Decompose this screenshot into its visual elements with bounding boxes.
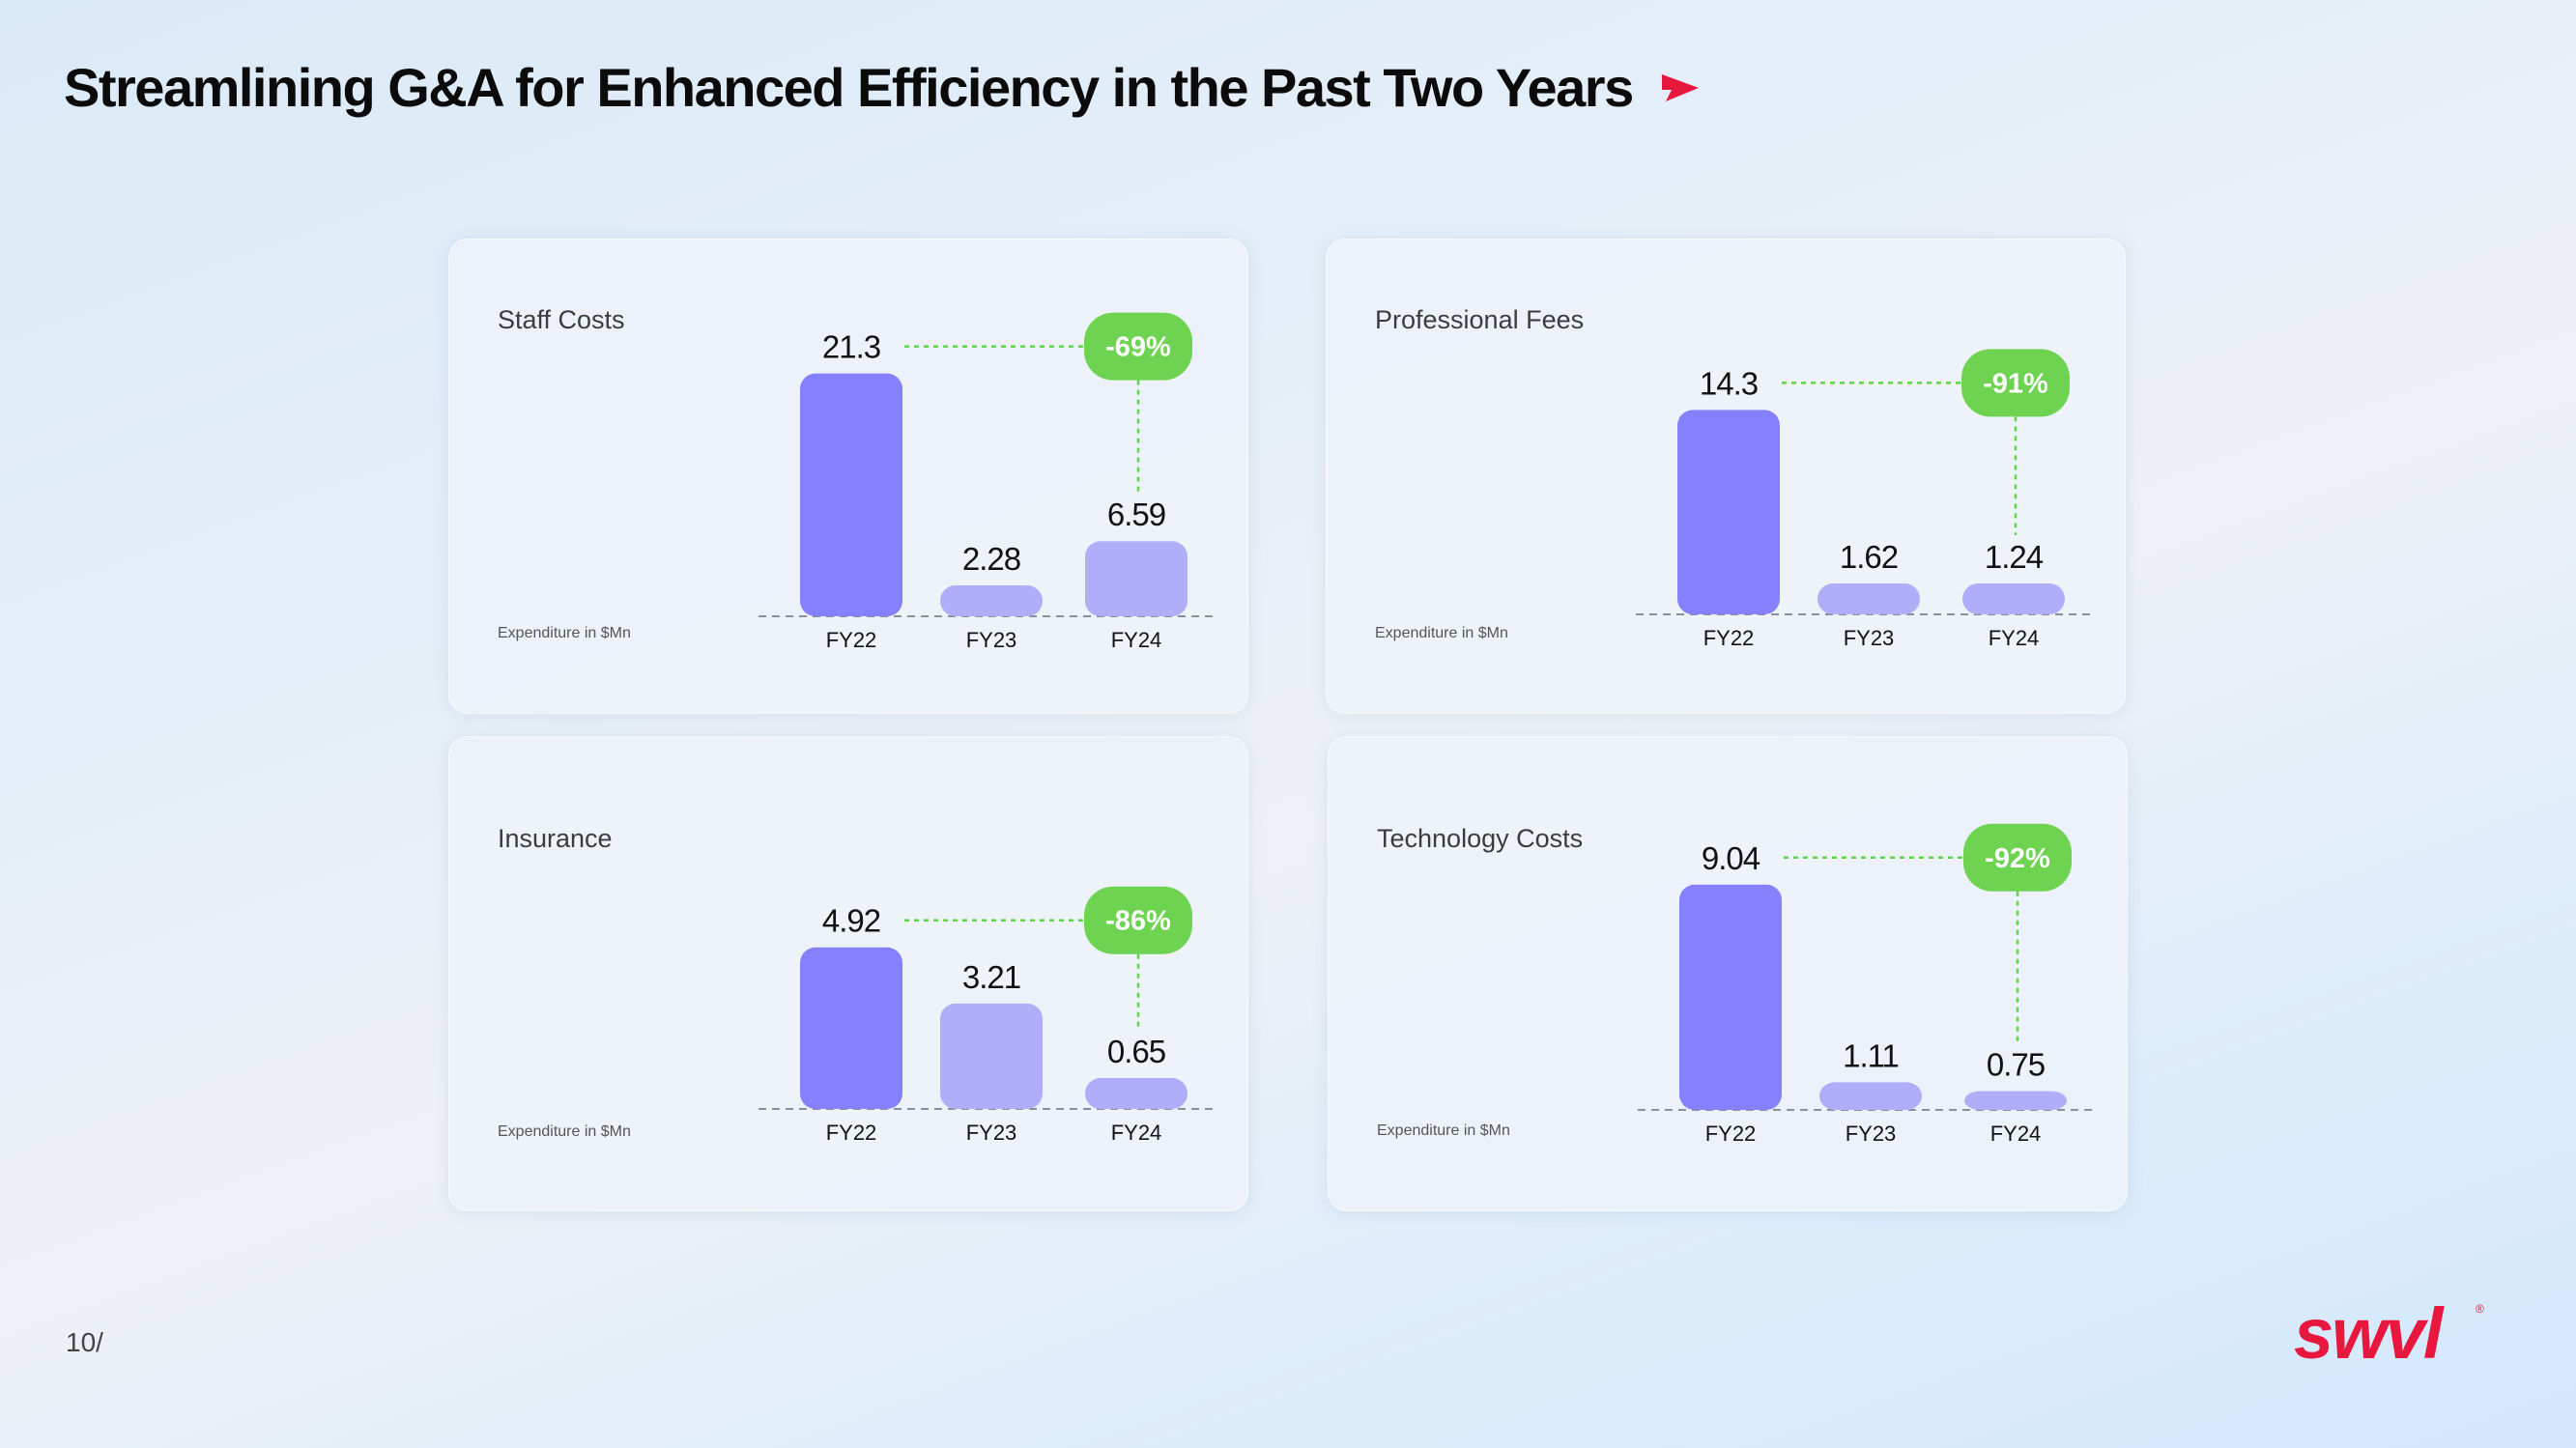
bar-fy24 — [1964, 1091, 2067, 1110]
value-label: 1.24 — [1985, 539, 2044, 575]
bar-fy24 — [1085, 541, 1188, 616]
bar-fy23 — [940, 1003, 1043, 1109]
staff-costs-chart: 21.3 FY22 2.28 FY23 6.59 FY24 -69% — [758, 312, 1218, 652]
category-label: FY23 — [1844, 626, 1895, 650]
bar-fy23 — [1818, 583, 1920, 614]
bar-fy23 — [940, 585, 1043, 616]
category-label: FY23 — [1846, 1121, 1897, 1146]
change-label: -92% — [1985, 843, 2050, 874]
value-label: 0.75 — [1987, 1047, 2045, 1083]
value-label: 3.21 — [962, 959, 1020, 995]
insurance-chart: 4.92 FY22 3.21 FY23 0.65 FY24 -86% — [758, 886, 1218, 1145]
unit-label: Expenditure in $Mn — [1377, 1122, 1510, 1139]
insurance-card: Insurance Expenditure in $Mn 4.92 FY22 3.2… — [448, 736, 1248, 1211]
category-label: FY24 — [1990, 1121, 2042, 1146]
chart-title: Staff Costs — [498, 305, 625, 334]
registered-mark: ® — [2476, 1302, 2484, 1316]
professional-fees-chart: 14.3 FY22 1.62 FY23 1.24 FY24 -91% — [1636, 349, 2096, 650]
bar-fy23 — [1819, 1082, 1922, 1110]
technology-costs-card: Technology Costs Expenditure in $Mn 9.04… — [1328, 736, 2128, 1211]
bar-fy24 — [1962, 583, 2065, 614]
value-label: 1.62 — [1840, 539, 1898, 575]
change-badge — [1084, 312, 1192, 381]
category-label: FY24 — [1111, 628, 1162, 652]
bar-fy22 — [1679, 884, 1782, 1110]
category-label: FY22 — [826, 1121, 877, 1145]
bar-fy22 — [800, 947, 902, 1109]
category-label: FY22 — [1703, 626, 1755, 650]
value-label: 6.59 — [1107, 497, 1165, 532]
category-label: FY24 — [1111, 1121, 1162, 1145]
change-badge — [1963, 823, 2072, 892]
change-badge — [1961, 349, 2070, 417]
unit-label: Expenditure in $Mn — [498, 625, 631, 641]
value-label: 4.92 — [822, 903, 880, 939]
bar-fy22 — [1677, 410, 1780, 614]
chevron-right-icon — [1661, 73, 1699, 101]
change-label: -91% — [1983, 368, 2048, 399]
professional-fees-card: Professional Fees Expenditure in $Mn 14.… — [1326, 239, 2126, 714]
value-label: 14.3 — [1700, 365, 1758, 401]
value-label: 21.3 — [822, 329, 880, 365]
unit-label: Expenditure in $Mn — [498, 1123, 631, 1140]
bar-fy22 — [800, 373, 902, 616]
category-label: FY22 — [826, 628, 877, 652]
page-number: 10/ — [66, 1327, 103, 1357]
change-label: -86% — [1105, 906, 1171, 937]
change-label: -69% — [1105, 332, 1171, 363]
chart-title: Technology Costs — [1377, 824, 1584, 853]
brand-logo: swvl — [2294, 1293, 2443, 1374]
category-label: FY23 — [966, 628, 1017, 652]
change-badge — [1084, 886, 1192, 954]
staff-costs-card: Staff Costs Expenditure in $Mn 21.3 FY22 2… — [448, 239, 1248, 714]
category-label: FY24 — [1989, 626, 2040, 650]
value-label: 9.04 — [1702, 840, 1760, 876]
page-title: Streamlining G&A for Enhanced Efficiency… — [64, 56, 1704, 119]
unit-label: Expenditure in $Mn — [1375, 625, 1508, 641]
chart-title: Insurance — [498, 824, 613, 853]
page-title-text: Streamlining G&A for Enhanced Efficiency… — [64, 57, 1634, 118]
chart-title: Professional Fees — [1375, 305, 1585, 334]
category-label: FY23 — [966, 1121, 1017, 1145]
value-label: 2.28 — [962, 541, 1020, 577]
bar-fy24 — [1085, 1078, 1188, 1109]
value-label: 0.65 — [1107, 1034, 1165, 1069]
technology-costs-chart: 9.04 FY22 1.11 FY23 0.75 FY24 -92% — [1638, 823, 2098, 1146]
category-label: FY22 — [1705, 1121, 1757, 1146]
value-label: 1.11 — [1843, 1037, 1899, 1073]
